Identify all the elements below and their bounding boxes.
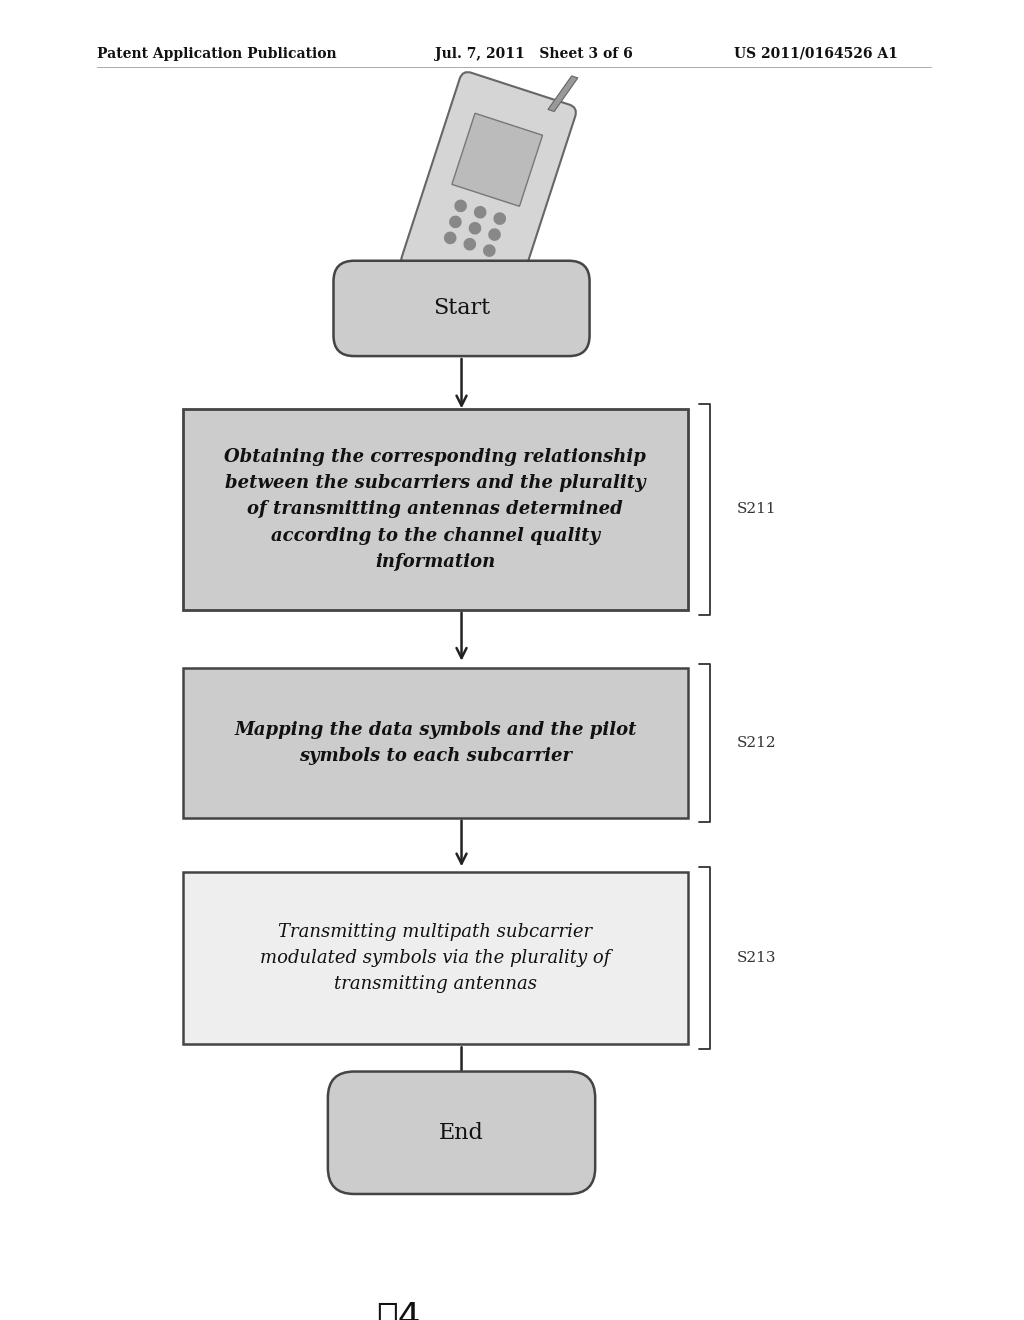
Text: Transmitting multipath subcarrier
modulated symbols via the plurality of
transmi: Transmitting multipath subcarrier modula… bbox=[260, 923, 610, 994]
Text: End: End bbox=[439, 1122, 484, 1143]
Circle shape bbox=[455, 201, 466, 211]
Circle shape bbox=[469, 223, 480, 234]
Circle shape bbox=[450, 216, 461, 227]
Circle shape bbox=[444, 232, 456, 243]
Polygon shape bbox=[548, 75, 578, 111]
Text: S211: S211 bbox=[736, 503, 776, 516]
Text: S212: S212 bbox=[736, 737, 776, 750]
Circle shape bbox=[495, 213, 505, 224]
FancyBboxPatch shape bbox=[183, 871, 688, 1044]
Text: US 2011/0164526 A1: US 2011/0164526 A1 bbox=[734, 46, 898, 61]
Text: Obtaining the corresponding relationship
between the subcarriers and the plurali: Obtaining the corresponding relationship… bbox=[224, 447, 646, 572]
FancyBboxPatch shape bbox=[183, 668, 688, 818]
FancyBboxPatch shape bbox=[334, 261, 590, 356]
Polygon shape bbox=[452, 114, 543, 206]
Text: S213: S213 bbox=[736, 950, 776, 965]
FancyBboxPatch shape bbox=[328, 1072, 595, 1195]
Circle shape bbox=[483, 246, 495, 256]
Text: Mapping the data symbols and the pilot
symbols to each subcarrier: Mapping the data symbols and the pilot s… bbox=[234, 721, 637, 766]
Text: Patent Application Publication: Patent Application Publication bbox=[97, 46, 337, 61]
Text: 图4: 图4 bbox=[376, 1300, 420, 1320]
Text: Jul. 7, 2011   Sheet 3 of 6: Jul. 7, 2011 Sheet 3 of 6 bbox=[435, 46, 633, 61]
Circle shape bbox=[464, 239, 475, 249]
Text: Start: Start bbox=[433, 297, 490, 319]
Circle shape bbox=[488, 228, 500, 240]
FancyBboxPatch shape bbox=[183, 409, 688, 610]
FancyBboxPatch shape bbox=[401, 73, 575, 301]
Circle shape bbox=[474, 207, 485, 218]
